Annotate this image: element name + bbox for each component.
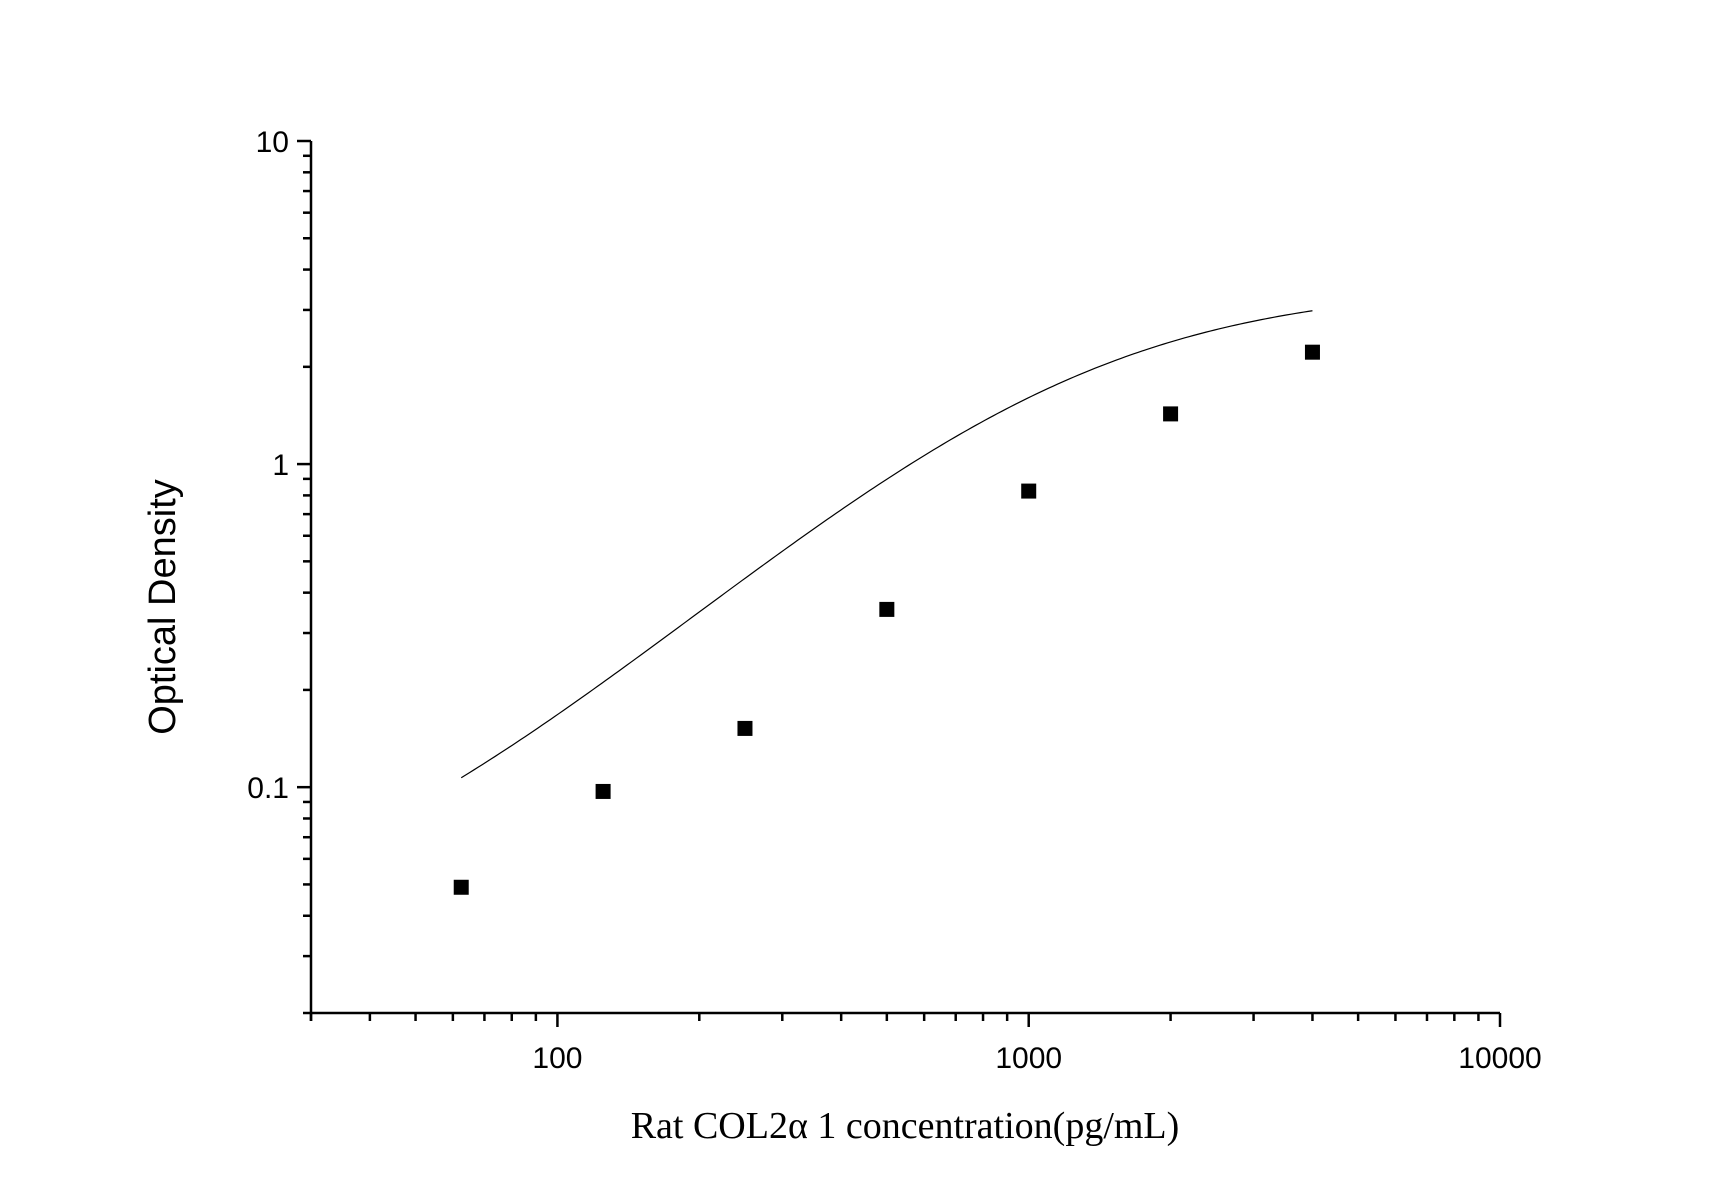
y-tick-label: 10 <box>256 126 289 159</box>
y-tick-label: 1 <box>272 449 289 482</box>
axes <box>309 141 1500 1015</box>
data-point <box>1304 344 1320 360</box>
data-point <box>453 879 469 895</box>
fit-curve <box>460 310 1313 779</box>
x-tick-label: 100 <box>532 1042 582 1075</box>
data-point <box>879 601 895 617</box>
x-axis-label: Rat COL2α 1 concentration(pg/mL) <box>631 1105 1180 1147</box>
tick-labels: 100 1000 10000 0.1 1 10 <box>247 126 1541 1075</box>
ticks <box>297 139 1502 1027</box>
data-point <box>1163 406 1179 422</box>
data-point <box>1021 483 1037 499</box>
data-point <box>595 783 611 799</box>
y-tick-label: 0.1 <box>247 772 289 805</box>
y-axis-label: Optical Density <box>142 479 184 735</box>
x-tick-label: 1000 <box>995 1042 1062 1075</box>
x-tick-label: 10000 <box>1458 1042 1541 1075</box>
data-points <box>453 344 1320 895</box>
data-point <box>737 720 753 736</box>
